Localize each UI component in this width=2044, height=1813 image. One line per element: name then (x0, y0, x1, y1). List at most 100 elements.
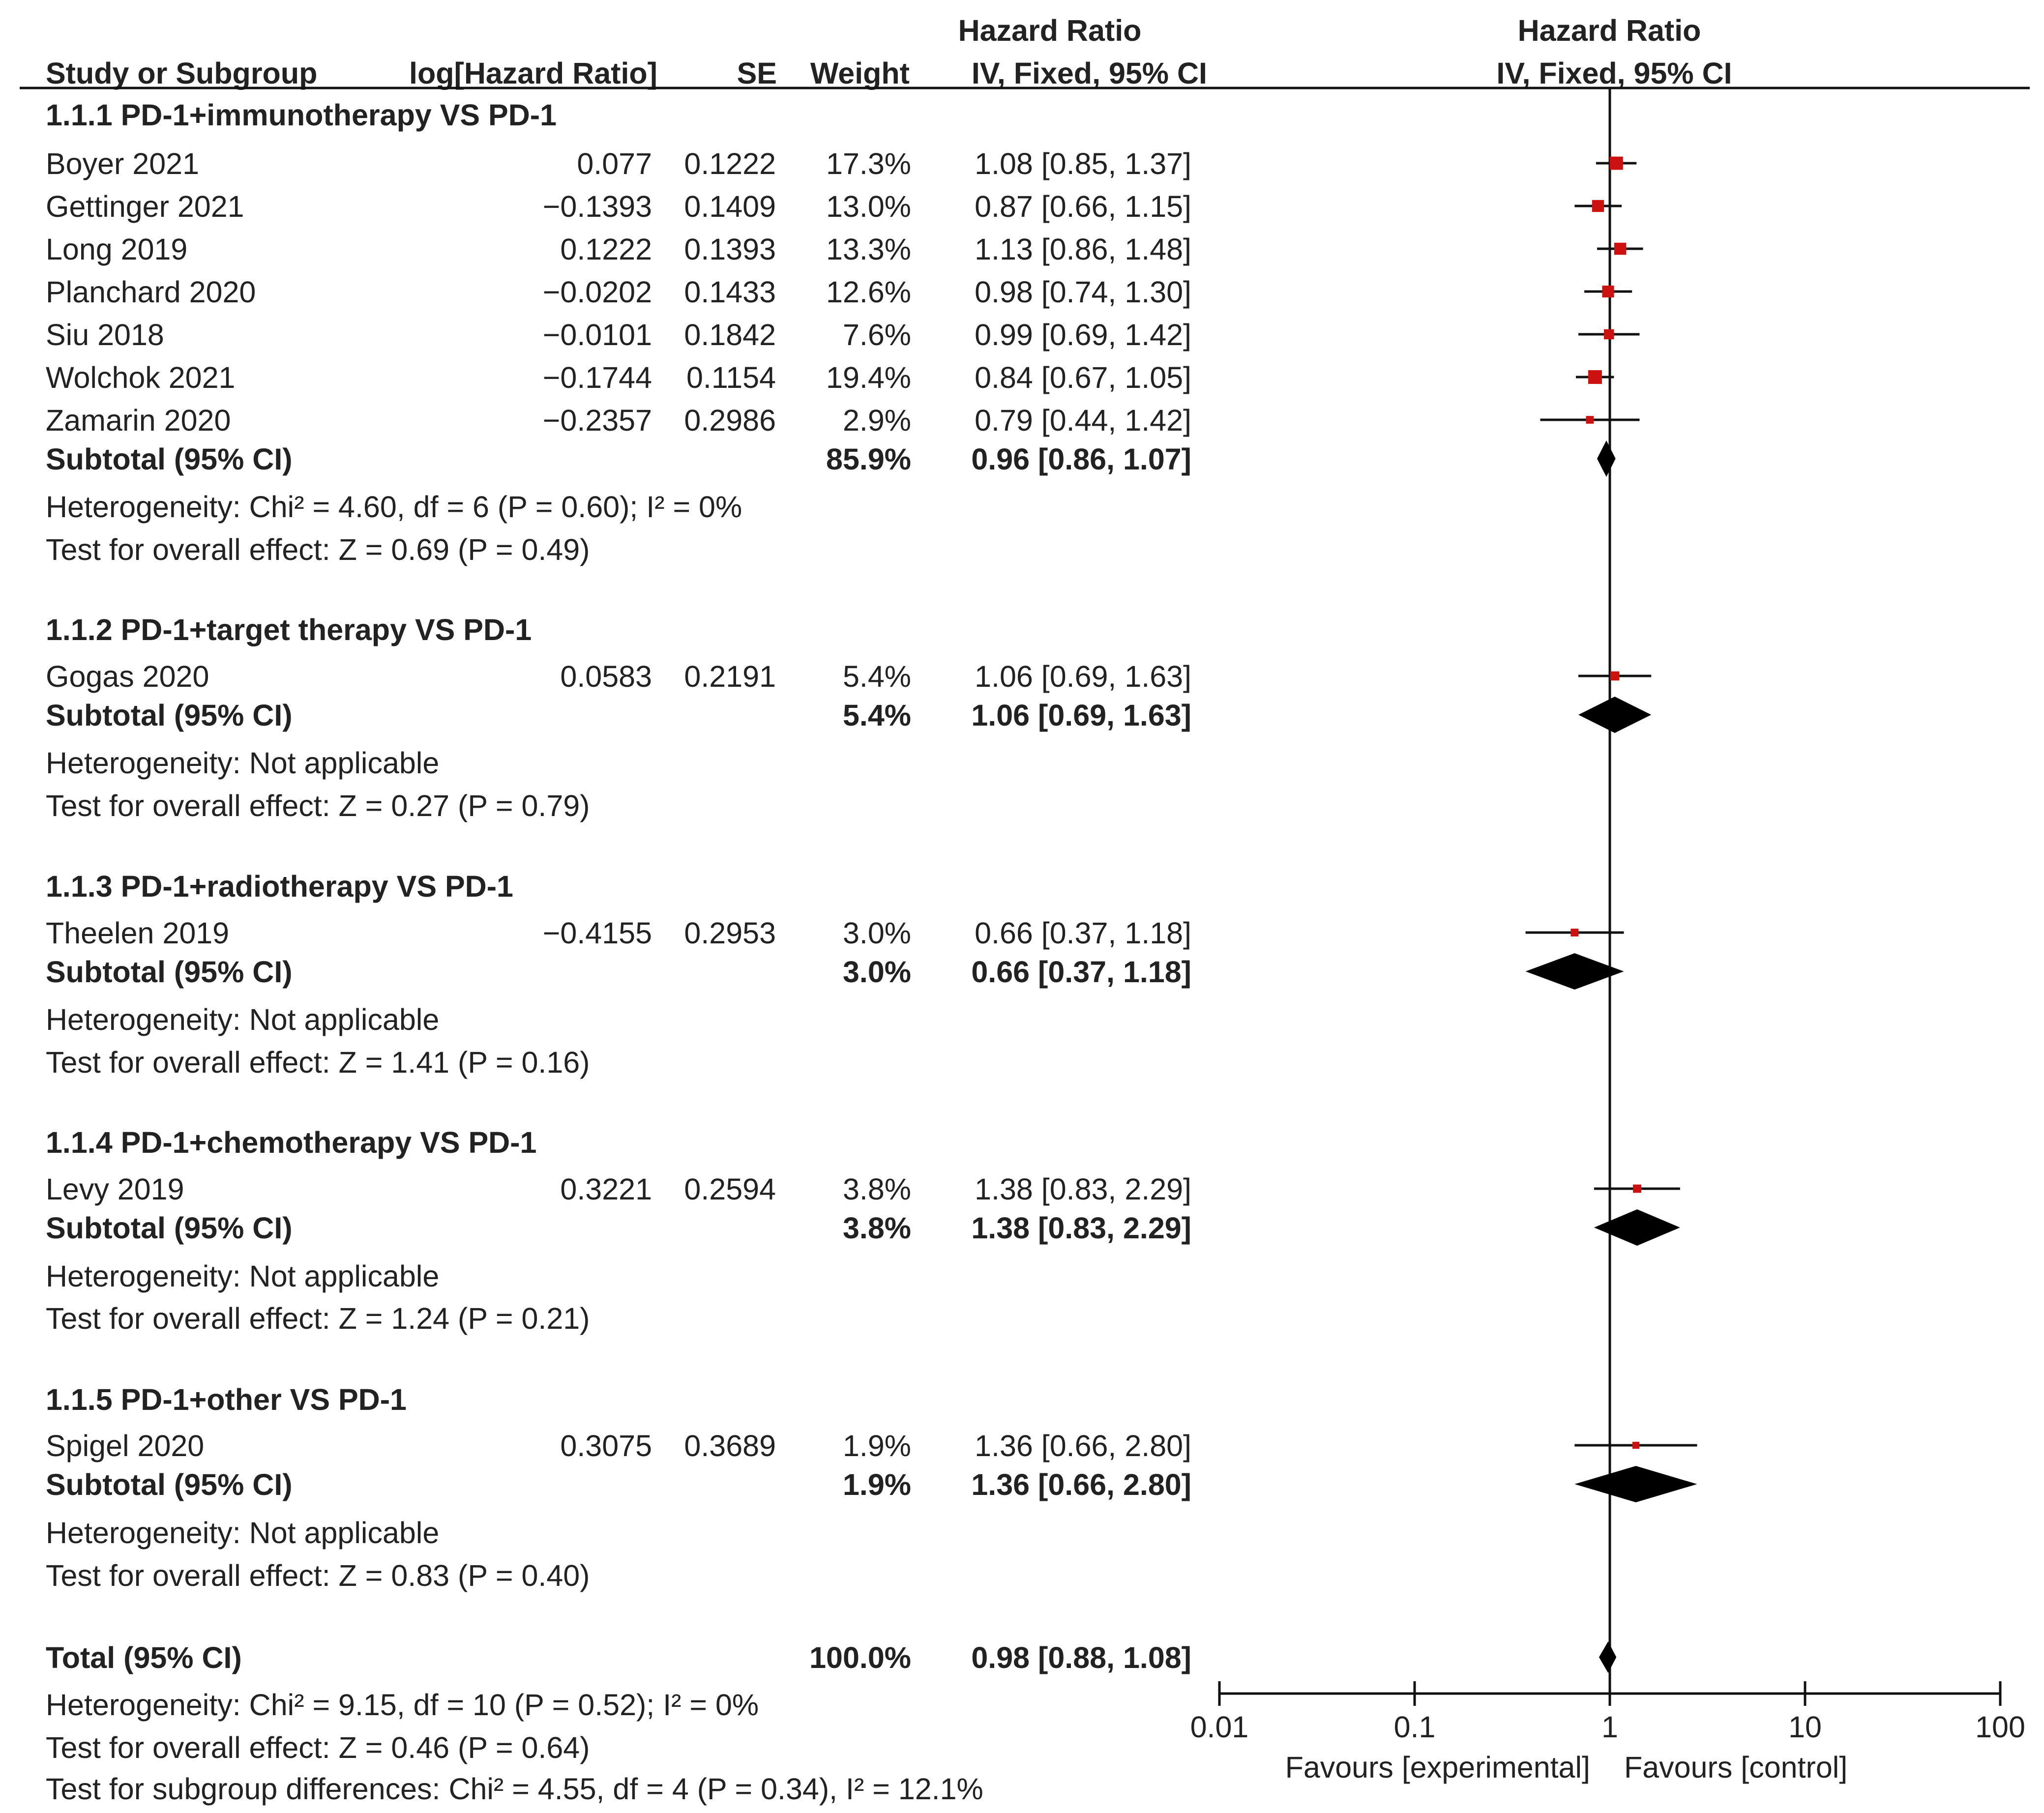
study-square (1614, 242, 1627, 255)
header-plot-top: Hazard Ratio (1518, 14, 1701, 47)
study-name: Zamarin 2020 (46, 404, 231, 437)
study-square (1633, 1184, 1641, 1193)
study-se: 0.1842 (684, 318, 776, 351)
header-ci-bottom: IV, Fixed, 95% CI (972, 57, 1207, 90)
study-name: Planchard 2020 (46, 275, 256, 309)
subtotal-row: Subtotal (95% CI) 85.9% 0.96 [0.86, 1.07] (46, 442, 1191, 476)
study-name: Boyer 2021 (46, 147, 199, 180)
subgroup-overall-effect: Test for overall effect: Z = 0.27 (P = 0… (46, 789, 590, 822)
subgroup-2: 1.1.2 PD-1+target therapy VS PD-1 Gogas 2… (46, 613, 1191, 822)
study-weight: 13.3% (826, 233, 911, 266)
subtotal-label: Subtotal (95% CI) (46, 699, 293, 732)
subtotal-label: Subtotal (95% CI) (46, 955, 293, 989)
study-weight: 17.3% (826, 147, 911, 180)
subtotal-diamond (1597, 440, 1616, 477)
study-ci: 0.66 [0.37, 1.18] (975, 916, 1191, 950)
study-row: Planchard 2020 −0.0202 0.1433 12.6% 0.98 [0.… (46, 275, 1191, 309)
study-weight: 3.8% (843, 1172, 911, 1206)
study-ci: 1.08 [0.85, 1.37] (975, 147, 1191, 180)
study-name: Spigel 2020 (46, 1429, 204, 1462)
study-row: Gettinger 2021 −0.1393 0.1409 13.0% 0.87 [0.… (46, 190, 1191, 223)
subgroup-heterogeneity: Heterogeneity: Not applicable (46, 746, 439, 780)
study-row: Spigel 2020 0.3075 0.3689 1.9% 1.36 [0.66, 2… (46, 1429, 1191, 1462)
study-name: Siu 2018 (46, 318, 164, 351)
header-plot-bottom: IV, Fixed, 95% CI (1496, 57, 1732, 90)
header-weight: Weight (810, 57, 910, 90)
subtotal-diamond (1574, 1466, 1697, 1502)
study-weight: 13.0% (826, 190, 911, 223)
subgroup-overall-effect: Test for overall effect: Z = 1.41 (P = 0… (46, 1046, 590, 1079)
subgroup-title: 1.1.3 PD-1+radiotherapy VS PD-1 (46, 870, 513, 903)
x-tick-label: 0.01 (1190, 1710, 1249, 1744)
study-name: Gogas 2020 (46, 660, 209, 693)
study-weight: 5.4% (843, 660, 911, 693)
subgroup-title: 1.1.5 PD-1+other VS PD-1 (46, 1383, 407, 1416)
study-name: Theelen 2019 (46, 916, 229, 950)
study-name: Gettinger 2021 (46, 190, 244, 223)
study-row: Theelen 2019 −0.4155 0.2953 3.0% 0.66 [0.37,… (46, 916, 1191, 950)
subtotal-row: Subtotal (95% CI) 3.8% 1.38 [0.83, 2.29] (46, 1211, 1191, 1245)
study-weight: 2.9% (843, 404, 911, 437)
subtotal-weight: 3.0% (843, 955, 911, 989)
study-row: Levy 2019 0.3221 0.2594 3.8% 1.38 [0.83, 2.2… (46, 1172, 1191, 1206)
x-tick-label: 1 (1601, 1710, 1618, 1744)
study-name: Levy 2019 (46, 1172, 184, 1206)
favours-control-label: Favours [control] (1624, 1751, 1847, 1784)
subtotal-diamond (1578, 697, 1652, 733)
study-se: 0.1409 (684, 190, 776, 223)
study-se: 0.2953 (684, 916, 776, 950)
study-log-hr: −0.1393 (543, 190, 652, 223)
subtotal-row: Subtotal (95% CI) 1.9% 1.36 [0.66, 2.80] (46, 1468, 1191, 1501)
study-ci: 0.99 [0.69, 1.42] (975, 318, 1191, 351)
subtotal-row: Subtotal (95% CI) 3.0% 0.66 [0.37, 1.18] (46, 955, 1191, 989)
study-se: 0.2191 (684, 660, 776, 693)
subtotal-label: Subtotal (95% CI) (46, 1468, 293, 1501)
subtotal-diamond (1594, 1209, 1680, 1246)
subtotal-ci: 0.66 [0.37, 1.18] (971, 955, 1191, 989)
plot-area: 0.01 0.1 1 10 100 Favours [experimental] Favou… (1190, 88, 2025, 1784)
study-se: 0.1154 (686, 361, 776, 394)
study-ci: 0.87 [0.66, 1.15] (975, 190, 1191, 223)
study-square (1570, 929, 1579, 936)
study-log-hr: −0.0101 (543, 318, 652, 351)
study-row: Boyer 2021 0.077 0.1222 17.3% 1.08 [0.85, 1.… (46, 147, 1191, 180)
study-row: Gogas 2020 0.0583 0.2191 5.4% 1.06 [0.69, 1.… (46, 660, 1191, 693)
study-row: Zamarin 2020 −0.2357 0.2986 2.9% 0.79 [0.44,… (46, 404, 1191, 437)
subgroup-overall-effect: Test for overall effect: Z = 0.69 (P = 0… (46, 533, 590, 566)
study-name: Wolchok 2021 (46, 361, 235, 394)
subgroup-1: 1.1.1 PD-1+immunotherapy VS PD-1 Boyer 20… (46, 98, 1191, 566)
subgroup-3: 1.1.3 PD-1+radiotherapy VS PD-1 Theelen 2… (46, 870, 1191, 1079)
total-diamond (1599, 1641, 1617, 1673)
study-log-hr: −0.1744 (543, 361, 652, 394)
table-header: Hazard Ratio Hazard Ratio Study or Subgr… (20, 14, 2030, 90)
study-log-hr: 0.0583 (560, 660, 652, 693)
subgroup-heterogeneity: Heterogeneity: Chi² = 4.60, df = 6 (P = … (46, 490, 742, 524)
subgroup-heterogeneity: Heterogeneity: Not applicable (46, 1516, 439, 1550)
study-se: 0.1222 (684, 147, 776, 180)
total-weight: 100.0% (809, 1641, 911, 1674)
header-study: Study or Subgroup (46, 57, 317, 90)
study-log-hr: −0.2357 (543, 404, 652, 437)
study-ci: 0.79 [0.44, 1.42] (975, 404, 1191, 437)
subtotal-weight: 1.9% (843, 1468, 911, 1501)
subtotal-diamond (1525, 953, 1624, 990)
study-log-hr: −0.0202 (543, 275, 652, 309)
study-square (1610, 671, 1620, 681)
study-row: Siu 2018 −0.0101 0.1842 7.6% 0.99 [0.69, 1.4… (46, 318, 1191, 351)
study-se: 0.1393 (684, 233, 776, 266)
subgroup-heterogeneity: Heterogeneity: Not applicable (46, 1003, 439, 1036)
subgroup-title: 1.1.4 PD-1+chemotherapy VS PD-1 (46, 1126, 536, 1159)
subgroup-overall-effect: Test for overall effect: Z = 1.24 (P = 0… (46, 1302, 590, 1335)
subgroup-heterogeneity: Heterogeneity: Not applicable (46, 1259, 439, 1293)
study-square (1586, 416, 1594, 424)
study-square (1592, 200, 1604, 212)
header-log-hr: log[Hazard Ratio] (409, 57, 657, 90)
study-se: 0.1433 (684, 275, 776, 309)
study-se: 0.3689 (684, 1429, 776, 1462)
study-weight: 3.0% (843, 916, 911, 950)
study-log-hr: 0.077 (577, 147, 652, 180)
subgroup-5: 1.1.5 PD-1+other VS PD-1 Spigel 2020 0.307… (46, 1383, 1191, 1592)
study-log-hr: 0.3075 (560, 1429, 652, 1462)
study-ci: 1.38 [0.83, 2.29] (975, 1172, 1191, 1206)
study-ci: 1.13 [0.86, 1.48] (975, 233, 1191, 266)
